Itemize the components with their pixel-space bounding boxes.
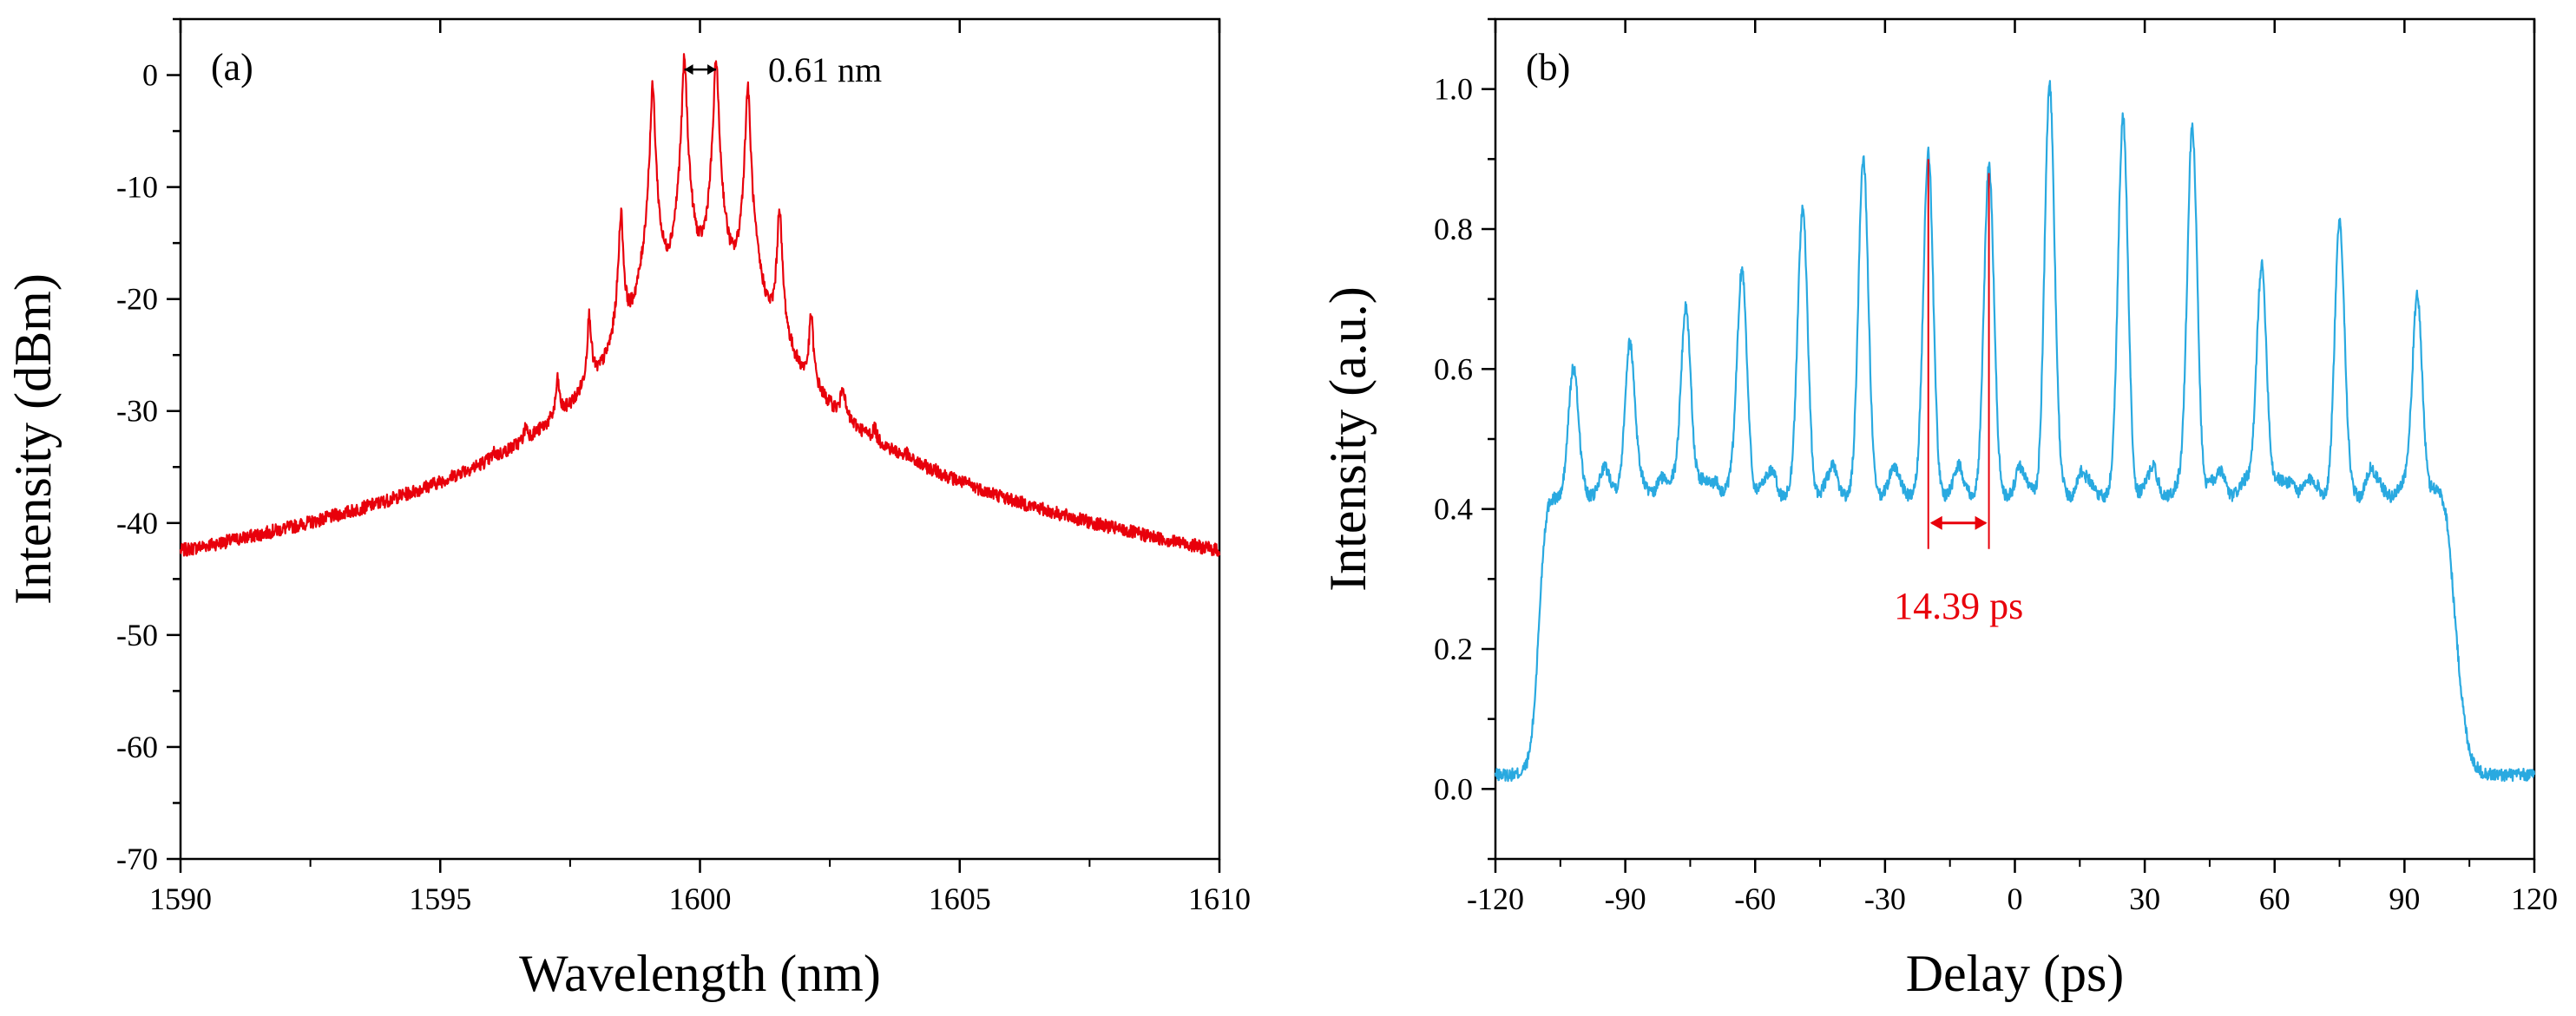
- y-tick-label: -20: [116, 282, 158, 317]
- data-series-line: [1494, 80, 2536, 783]
- plot-frame: [1494, 17, 2536, 861]
- panel-a-spectrum: 1590 1595 1600 1605 1610 0 -10 -20 -30 -40 -50 -60 -…: [4, 17, 1251, 1002]
- y-tick-label: 0.6: [1434, 351, 1473, 386]
- y-tick-label: 0.4: [1434, 492, 1473, 527]
- y-tick-label: 1.0: [1434, 72, 1473, 107]
- x-tick-label: 90: [2389, 882, 2420, 916]
- x-tick-label: 1600: [669, 882, 732, 916]
- y-tick-label: 0.8: [1434, 212, 1473, 246]
- x-tick-label: 1595: [409, 882, 471, 916]
- x-tick-label: -30: [1864, 882, 1906, 916]
- y-tick-label: 0: [142, 58, 158, 93]
- x-axis-label: Delay (ps): [1906, 945, 2125, 1002]
- y-axis-label: Intensity (a.u.): [1319, 286, 1377, 592]
- x-tick-label: -60: [1734, 882, 1776, 916]
- y-tick-label: -60: [116, 730, 158, 764]
- x-tick-label: 120: [2511, 882, 2558, 916]
- spacing-annotation: 0.61 nm: [768, 50, 882, 89]
- x-tick-label: 0: [2008, 882, 2023, 916]
- y-tick-label: -50: [116, 618, 158, 652]
- panel-b-autocorrelation: -120 -90 -60 -30 0 30 60 90 120 0.0 0.2 0.4 0.6 0.8 1.…: [1319, 17, 2558, 1002]
- plot-frame: [179, 17, 1221, 861]
- x-tick-label: 1610: [1188, 882, 1251, 916]
- y-axis-label: Intensity (dBm): [4, 273, 62, 605]
- x-tick-label: 30: [2129, 882, 2160, 916]
- panel-label: (a): [211, 46, 253, 88]
- spacing-arrowheads: [684, 64, 717, 75]
- period-annotation: 14.39 ps: [1894, 585, 2023, 627]
- x-tick-label: -120: [1467, 882, 1524, 916]
- x-axis-label: Wavelength (nm): [519, 945, 881, 1002]
- x-tick-label: -90: [1605, 882, 1646, 916]
- y-tick-label: 0.0: [1434, 771, 1473, 806]
- x-tick-label: 1590: [149, 882, 212, 916]
- data-series-line: [179, 53, 1221, 557]
- x-tick-label: 60: [2259, 882, 2290, 916]
- y-tick-label: 0.2: [1434, 632, 1473, 666]
- panel-label: (b): [1526, 46, 1570, 88]
- y-tick-label: -40: [116, 506, 158, 541]
- x-tick-label: 1605: [929, 882, 991, 916]
- y-tick-label: -30: [116, 394, 158, 429]
- period-arrowheads: [1929, 515, 1988, 530]
- y-tick-label: -70: [116, 842, 158, 876]
- y-tick-label: -10: [116, 170, 158, 205]
